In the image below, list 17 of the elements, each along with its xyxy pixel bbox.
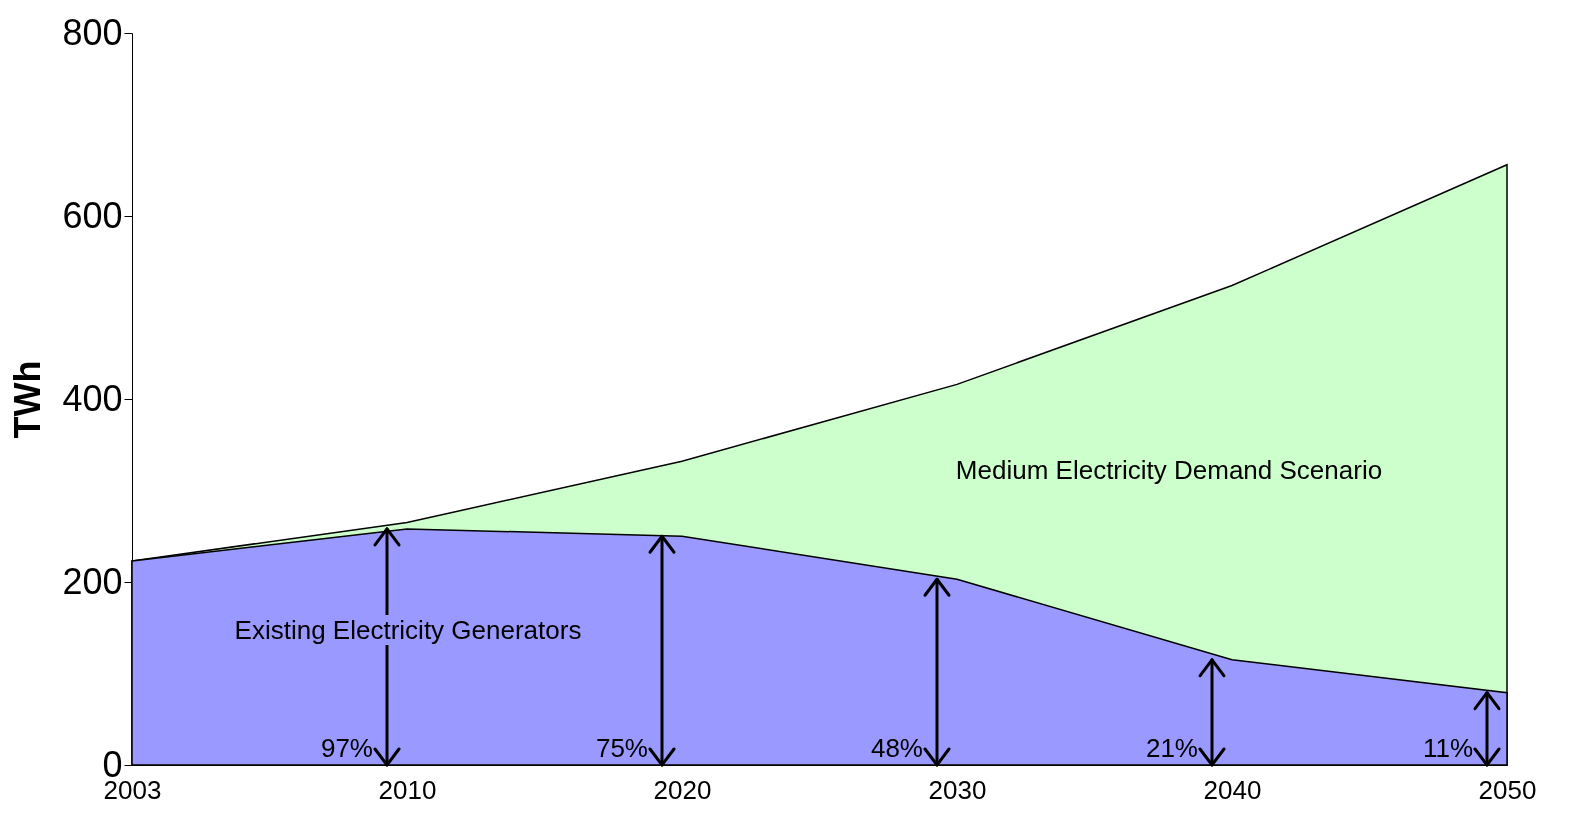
x-tick-label: 2010 [378, 774, 437, 805]
annotation: 75% [595, 733, 648, 763]
x-tick-label: 2050 [1478, 774, 1537, 805]
annotation: Existing Electricity Generators [234, 615, 582, 645]
annotation: 11% [1422, 733, 1473, 763]
y-tick-label: 600 [62, 194, 123, 236]
x-tick-label: 2040 [1203, 774, 1262, 805]
x-tick-label: 2030 [928, 774, 987, 805]
annotation: Medium Electricity Demand Scenario [955, 455, 1383, 485]
annotation: 21% [1145, 733, 1198, 763]
annotation: 48% [870, 733, 923, 763]
y-tick-label: 200 [62, 560, 123, 602]
y-tick-label: 800 [62, 11, 123, 53]
y-axis-title: TWh [7, 360, 49, 439]
y-tick-label: 400 [62, 377, 123, 419]
x-tick-label: 2020 [653, 774, 712, 805]
annotation: 97% [320, 733, 373, 763]
